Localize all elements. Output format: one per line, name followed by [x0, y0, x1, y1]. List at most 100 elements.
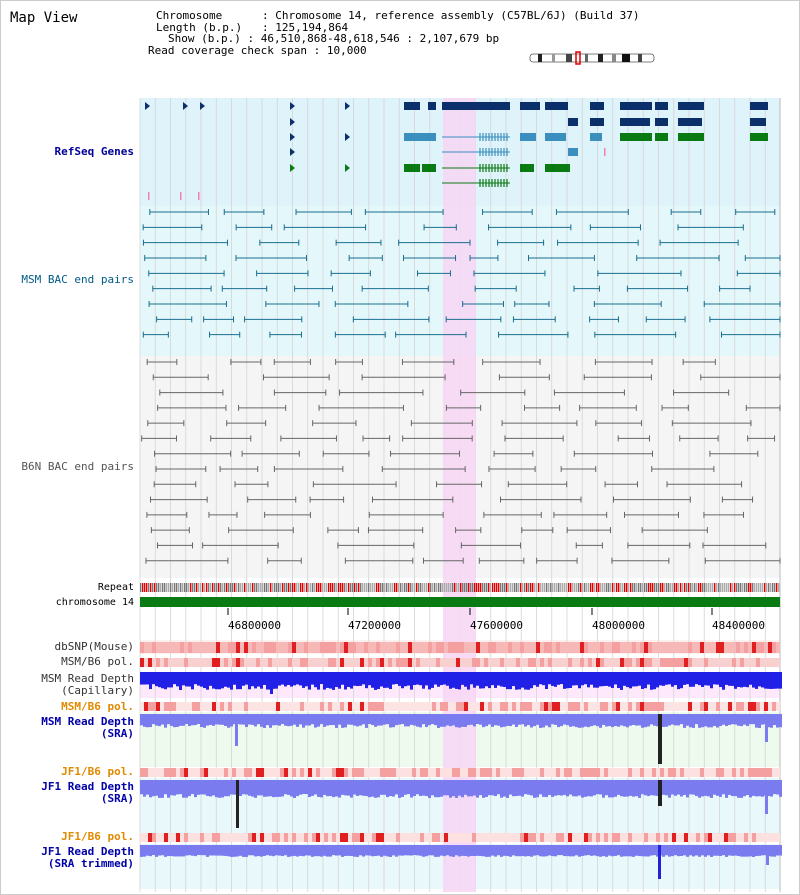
read-depth-bar — [353, 780, 356, 795]
read-depth-bar — [215, 845, 218, 856]
read-depth-bar — [554, 845, 557, 857]
polymorphism-cell — [264, 642, 268, 653]
read-depth-bar — [593, 714, 596, 726]
polymorphism-cell — [248, 702, 252, 711]
repeat-mark — [302, 583, 304, 592]
jf1-depth-trimmed-label: JF1 Read Depth (SRA trimmed) — [41, 846, 134, 870]
repeat-mark — [240, 583, 242, 592]
polymorphism-cell — [508, 768, 512, 777]
polymorphism-cell — [440, 833, 444, 842]
read-depth-bar — [626, 780, 629, 797]
polymorphism-cell — [148, 768, 152, 777]
polymorphism-cell — [732, 702, 736, 711]
polymorphism-cell — [460, 702, 464, 711]
read-depth-bar — [572, 845, 575, 857]
read-depth-bar — [476, 672, 479, 686]
read-depth-bar — [668, 714, 671, 726]
polymorphism-cell — [568, 702, 572, 711]
polymorphism-cell — [384, 833, 388, 842]
polymorphism-cell — [536, 768, 540, 777]
polymorphism-cell — [264, 702, 268, 711]
polymorphism-cell — [272, 833, 276, 842]
read-depth-bar — [233, 672, 236, 685]
polymorphism-cell — [268, 833, 272, 842]
repeat-mark — [732, 583, 734, 592]
repeat-mark — [638, 583, 640, 592]
polymorphism-cell — [776, 702, 780, 711]
show-row: Show (b.p.) : 46,510,868-48,618,546 : 2,… — [168, 32, 500, 45]
polymorphism-cell — [336, 702, 340, 711]
read-depth-bar — [452, 780, 455, 797]
read-depth-bar — [431, 845, 434, 856]
read-depth-bar — [566, 714, 569, 726]
repeat-mark — [328, 583, 330, 592]
repeat-mark — [626, 583, 628, 592]
read-depth-bar — [503, 780, 506, 797]
read-depth-bar — [389, 845, 392, 857]
polymorphism-cell — [176, 642, 180, 653]
read-depth-spike — [658, 780, 662, 806]
polymorphism-cell — [300, 768, 304, 777]
read-depth-bar — [212, 845, 215, 856]
polymorphism-cell — [500, 833, 504, 842]
read-depth-bar — [158, 714, 161, 727]
msm-depth-capillary-label: MSM Read Depth (Capillary) — [41, 673, 134, 697]
polymorphism-cell — [488, 642, 492, 653]
read-depth-bar — [416, 845, 419, 856]
polymorphism-cell — [256, 833, 260, 842]
axis-tick-label: 46800000 — [228, 619, 281, 632]
polymorphism-cell — [316, 768, 320, 777]
read-depth-bar — [509, 845, 512, 857]
repeat-mark — [292, 583, 294, 592]
ideogram-band — [622, 54, 630, 62]
map-view-title: Map View — [10, 10, 78, 26]
read-depth-bar — [647, 672, 650, 685]
read-depth-bar — [572, 672, 575, 686]
polymorphism-cell — [396, 642, 400, 653]
polymorphism-cell — [736, 702, 740, 711]
polymorphism-cell — [408, 833, 412, 842]
read-depth-bar — [287, 672, 290, 685]
repeat-mark — [350, 583, 352, 592]
read-depth-bar — [554, 780, 557, 796]
polymorphism-cell — [580, 702, 584, 711]
read-depth-bar — [473, 672, 476, 688]
read-depth-bar — [248, 714, 251, 725]
axis-tick-label: 48000000 — [592, 619, 645, 632]
polymorphism-cell — [252, 768, 256, 777]
polymorphism-cell — [724, 658, 728, 667]
read-depth-bar — [674, 845, 677, 856]
polymorphism-cell — [216, 642, 220, 653]
polymorphism-cell — [568, 642, 572, 653]
read-depth-bar — [302, 845, 305, 857]
polymorphism-cell — [248, 658, 252, 667]
polymorphism-cell — [224, 833, 228, 842]
read-depth-bar — [587, 780, 590, 797]
repeat-mark — [550, 583, 552, 592]
polymorphism-cell — [472, 658, 476, 667]
read-depth-bar — [749, 845, 752, 857]
polymorphism-cell — [216, 833, 220, 842]
repeat-mark — [276, 583, 278, 592]
polymorphism-cell — [692, 658, 696, 667]
polymorphism-cell — [312, 642, 316, 653]
repeat-mark — [458, 583, 460, 592]
read-depth-bar — [539, 780, 542, 795]
read-depth-bar — [368, 672, 371, 686]
read-depth-bar — [599, 672, 602, 687]
read-depth-bar — [614, 845, 617, 856]
read-depth-bar — [611, 672, 614, 689]
read-depth-bar — [356, 714, 359, 727]
repeat-mark — [688, 583, 690, 592]
read-depth-bar — [590, 714, 593, 727]
polymorphism-cell — [560, 833, 564, 842]
repeat-mark — [500, 583, 502, 592]
polymorphism-cell — [268, 658, 272, 667]
repeat-mark — [452, 583, 454, 592]
repeat-mark — [762, 583, 764, 592]
polymorphism-cell — [500, 768, 504, 777]
read-depth-bar — [239, 672, 242, 690]
polymorphism-cell — [696, 833, 700, 842]
polymorphism-cell — [632, 833, 636, 842]
